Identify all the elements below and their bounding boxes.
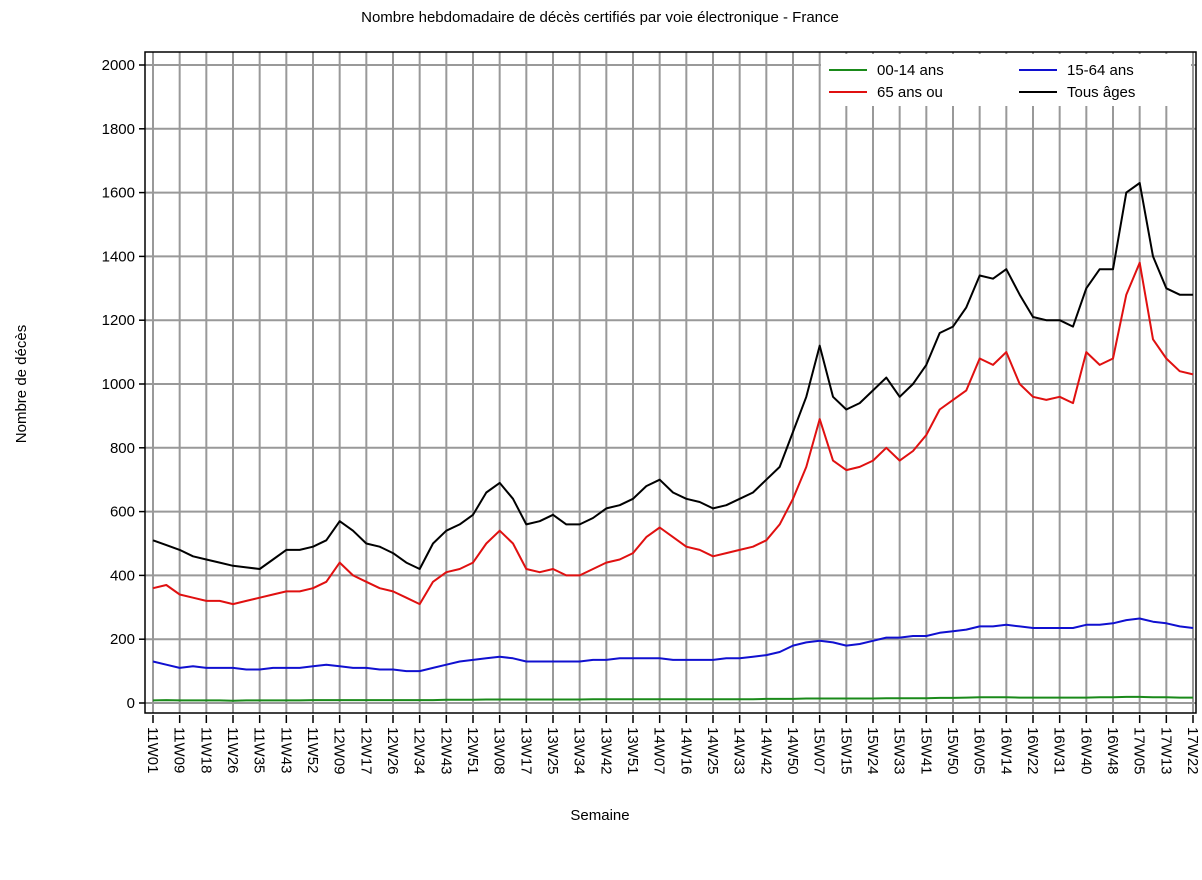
- x-tick-label: 17W22: [1184, 727, 1201, 775]
- x-tick-label: 12W34: [411, 727, 428, 775]
- series-line: [152, 261, 1194, 606]
- x-tick-label: 13W34: [571, 727, 588, 775]
- x-tick-label: 14W42: [757, 727, 774, 775]
- x-tick-label: 16W14: [997, 727, 1014, 775]
- y-tick-label: 1400: [102, 248, 135, 265]
- x-tick-label: 11W01: [144, 727, 161, 773]
- x-tick-label: 14W25: [704, 727, 721, 775]
- x-tick-label: 15W41: [917, 727, 934, 775]
- x-tick-label: 13W42: [597, 727, 614, 775]
- y-tick-label: 400: [110, 567, 135, 584]
- x-tick-label: 11W26: [224, 727, 241, 773]
- chart-title: Nombre hebdomadaire de décès certifiés p…: [361, 9, 839, 26]
- x-tick-label: 14W07: [651, 727, 668, 775]
- x-tick-label: 11W43: [277, 727, 294, 773]
- x-tick-label: 16W31: [1051, 727, 1068, 775]
- y-tick-label: 1600: [102, 185, 135, 202]
- x-tick-label: 12W43: [437, 727, 454, 775]
- x-tick-label: 14W16: [677, 727, 694, 775]
- x-tick-label: 17W13: [1157, 727, 1174, 775]
- y-tick-label: 800: [110, 440, 135, 457]
- y-tick-label: 1800: [102, 121, 135, 138]
- y-tick-label: 2000: [102, 57, 135, 74]
- plot-frame: [144, 51, 1197, 714]
- legend-label: Tous âges: [1067, 84, 1135, 101]
- x-tick-label: 14W50: [784, 727, 801, 775]
- y-tick-label: 600: [110, 504, 135, 521]
- y-tick-label: 1000: [102, 376, 135, 393]
- x-tick-label: 11W52: [304, 727, 321, 773]
- x-tick-label: 12W17: [357, 727, 374, 775]
- legend-label: 00-14 ans: [877, 62, 944, 79]
- x-tick-label: 15W24: [864, 727, 881, 775]
- series-line: [152, 617, 1194, 673]
- x-tick-label: 11W35: [251, 727, 268, 773]
- x-tick-label: 15W15: [837, 727, 854, 775]
- x-tick-label: 13W17: [517, 727, 534, 775]
- legend-label: 15-64 ans: [1067, 62, 1134, 79]
- x-tick-label: 12W51: [464, 727, 481, 775]
- x-axis-label: Semaine: [570, 807, 629, 824]
- x-tick-label: 15W50: [944, 727, 961, 775]
- legend-label: 65 ans ou: [877, 84, 943, 101]
- x-tick-label: 11W09: [171, 727, 188, 773]
- x-tick-label: 13W25: [544, 727, 561, 775]
- x-tick-label: 15W07: [811, 727, 828, 775]
- x-tick-label: 16W48: [1104, 727, 1121, 775]
- y-axis-label: Nombre de décès: [13, 325, 30, 443]
- series-line: [152, 182, 1193, 570]
- series-line: [152, 695, 1193, 702]
- x-tick-label: 12W26: [384, 727, 401, 775]
- y-tick-label: 200: [110, 631, 135, 648]
- x-tick-label: 11W18: [197, 727, 214, 773]
- x-tick-label: 15W33: [891, 727, 908, 775]
- x-tick-label: 13W08: [491, 727, 508, 775]
- x-tick-label: 12W09: [331, 727, 348, 775]
- x-tick-label: 17W05: [1131, 727, 1148, 775]
- y-tick-label: 0: [127, 695, 135, 712]
- legend-box: [821, 54, 1191, 106]
- x-tick-label: 13W51: [624, 727, 641, 775]
- x-tick-label: 14W33: [731, 727, 748, 775]
- x-tick-label: 16W05: [971, 727, 988, 775]
- y-tick-label: 1200: [102, 312, 135, 329]
- x-tick-label: 16W22: [1024, 727, 1041, 775]
- x-tick-label: 16W40: [1077, 727, 1094, 775]
